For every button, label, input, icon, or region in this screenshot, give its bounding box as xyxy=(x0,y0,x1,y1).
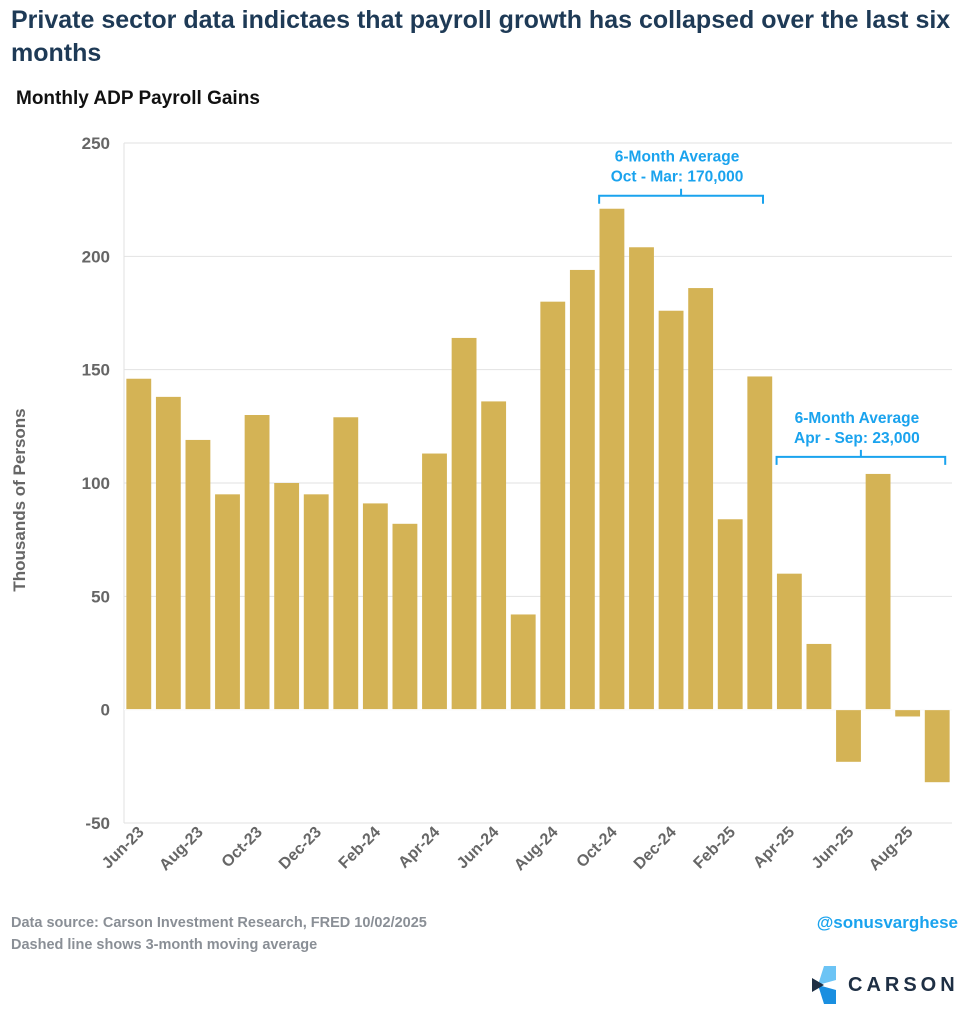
y-tick-label: 100 xyxy=(82,474,110,493)
bar-Jul-24 xyxy=(510,614,536,710)
x-tick-label: Aug-25 xyxy=(866,824,916,874)
x-tick-label: Jun-25 xyxy=(809,824,858,873)
y-tick-label: 250 xyxy=(82,134,110,153)
bar-Mar-25 xyxy=(747,376,773,710)
bar-Apr-25 xyxy=(776,573,802,710)
annotation-line1: 6-Month Average xyxy=(615,149,740,166)
y-tick-label: -50 xyxy=(85,814,110,833)
bar-May-25 xyxy=(806,643,832,710)
annotation-line2: Apr - Sep: 23,000 xyxy=(794,430,920,447)
footnote: Dashed line shows 3-month moving average xyxy=(11,937,318,953)
bar-Jan-24 xyxy=(333,417,359,710)
twitter-handle[interactable]: @sonusvarghese xyxy=(816,913,958,932)
x-tick-label: Feb-24 xyxy=(336,824,385,873)
bar-Jun-24 xyxy=(481,401,507,710)
bar-Feb-24 xyxy=(362,503,388,710)
bar-May-24 xyxy=(451,337,477,710)
x-tick-label: Jun-24 xyxy=(454,824,503,873)
x-tick-label: Oct-23 xyxy=(219,824,266,871)
annotation-line2: Oct - Mar: 170,000 xyxy=(611,169,744,186)
bar-Mar-24 xyxy=(392,523,418,710)
bar-Nov-24 xyxy=(629,247,654,710)
bar-Oct-24 xyxy=(599,208,625,710)
x-tick-label: Oct-24 xyxy=(574,824,621,871)
y-tick-label: 0 xyxy=(101,701,110,720)
bar-Dec-23 xyxy=(303,494,329,710)
bar-Apr-24 xyxy=(422,453,447,710)
bar-Aug-23 xyxy=(185,439,211,710)
bar-Sep-25 xyxy=(924,709,950,783)
y-tick-label: 150 xyxy=(82,361,110,380)
x-tick-label: Apr-25 xyxy=(750,824,798,872)
bar-Jul-25 xyxy=(865,473,891,710)
bar-Nov-23 xyxy=(274,483,300,710)
bar-Dec-24 xyxy=(658,310,684,710)
bar-Jun-25 xyxy=(836,709,861,762)
x-tick-label: Aug-23 xyxy=(156,824,206,874)
annotation-bracket xyxy=(598,188,764,204)
carson-logo: CARSON xyxy=(812,966,959,1004)
bar-Sep-23 xyxy=(215,494,240,710)
logo-text: CARSON xyxy=(848,973,959,996)
x-tick-label: Feb-25 xyxy=(691,824,740,873)
y-tick-label: 50 xyxy=(91,587,110,606)
bar-Jul-23 xyxy=(155,396,181,710)
bar-Jan-25 xyxy=(688,288,714,710)
annotation-line1: 6-Month Average xyxy=(795,410,920,427)
bar-Sep-24 xyxy=(569,269,595,710)
x-tick-label: Dec-24 xyxy=(631,824,680,873)
carson-logo-icon xyxy=(812,966,836,1004)
chart-title: Private sector data indictaes that payro… xyxy=(11,6,951,67)
bar-Oct-23 xyxy=(244,415,270,710)
bar-Jun-23 xyxy=(126,378,152,710)
x-tick-label: Aug-24 xyxy=(511,824,561,874)
x-tick-label: Apr-24 xyxy=(395,824,443,872)
chart-subtitle: Monthly ADP Payroll Gains xyxy=(16,88,260,109)
bar-Aug-25 xyxy=(895,709,921,717)
x-tick-label: Dec-23 xyxy=(276,824,325,873)
annotation-bracket xyxy=(775,449,947,465)
bar-Feb-25 xyxy=(717,519,743,710)
data-source: Data source: Carson Investment Research,… xyxy=(11,915,427,931)
y-tick-label: 200 xyxy=(82,247,110,266)
y-axis-label: Thousands of Persons xyxy=(10,408,29,591)
bar-Aug-24 xyxy=(540,301,566,710)
